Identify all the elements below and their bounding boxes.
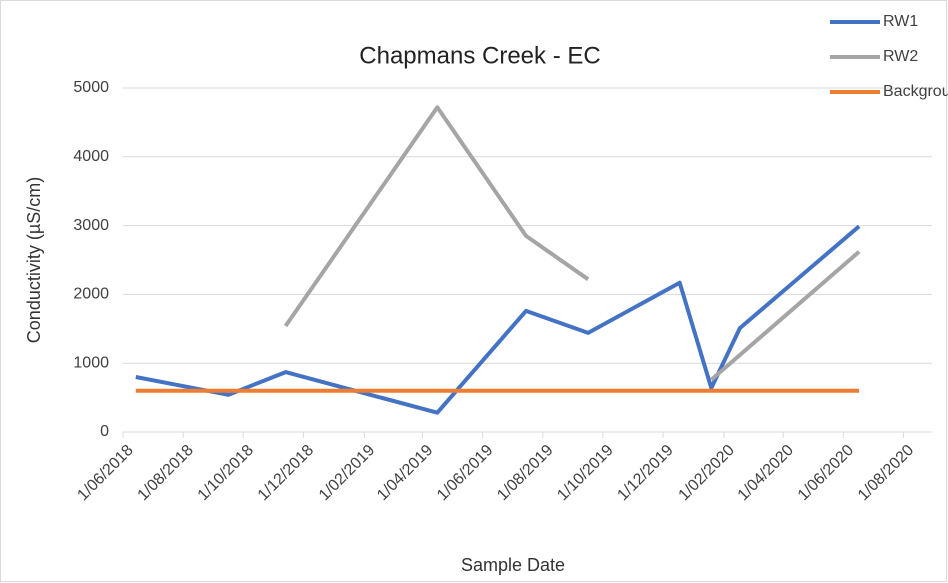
y-tick-label: 0 (100, 423, 109, 440)
y-tick-label: 2000 (73, 286, 109, 303)
x-axis-title: Sample Date (461, 555, 565, 575)
y-tick-label: 5000 (73, 79, 109, 96)
y-axis-title: Conductivity (µS/cm) (24, 177, 44, 343)
y-tick-label: 4000 (73, 148, 109, 165)
legend-label: RW1 (883, 13, 918, 30)
legend-label: RW2 (883, 48, 918, 65)
series-line (283, 105, 861, 382)
chart-title: Chapmans Creek - EC (359, 42, 600, 69)
y-tick-label: 3000 (73, 217, 109, 234)
y-tick-label: 1000 (73, 354, 109, 371)
series-line (135, 224, 861, 415)
legend-label: Background (883, 83, 948, 100)
